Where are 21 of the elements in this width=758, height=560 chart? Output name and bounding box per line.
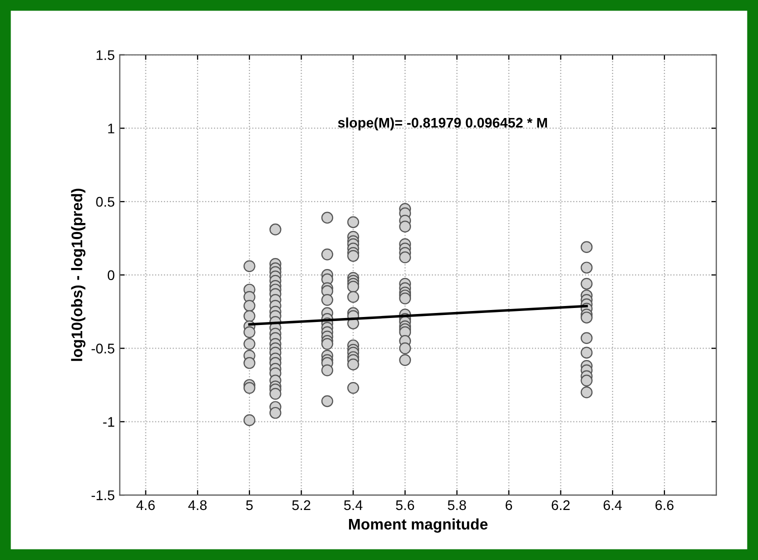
x-tick-label: 5.8 [448,500,466,510]
x-tick-label: 6.4 [604,500,622,510]
y-tick-label: 1 [108,124,114,134]
y-tick-label: -1 [103,417,114,427]
y-tick-label: 0 [108,270,114,280]
y-axis-title: log10(obs) - log10(pred) [71,188,86,361]
annotation: slope(M)= -0.81979 0.096452 * M [338,117,547,130]
x-tick-label: 4.6 [136,500,155,510]
x-tick-label: 6 [506,500,512,510]
x-tick-label: 6.2 [552,500,570,510]
y-tick-label: 0.5 [96,196,114,207]
y-tick-label: -0.5 [92,344,114,354]
x-tick-label: 6.6 [655,500,674,510]
x-tick-label: 5 [246,500,253,510]
y-tick-label: -1.5 [92,490,114,500]
x-tick-label: 5.4 [344,500,362,510]
x-tick-label: 5.2 [292,500,310,510]
x-tick-label: 5.6 [396,500,414,510]
x-tick-label: 4.8 [188,500,207,510]
y-tick-label: 1.5 [96,50,114,60]
x-axis-title: Moment magnitude [349,518,488,533]
